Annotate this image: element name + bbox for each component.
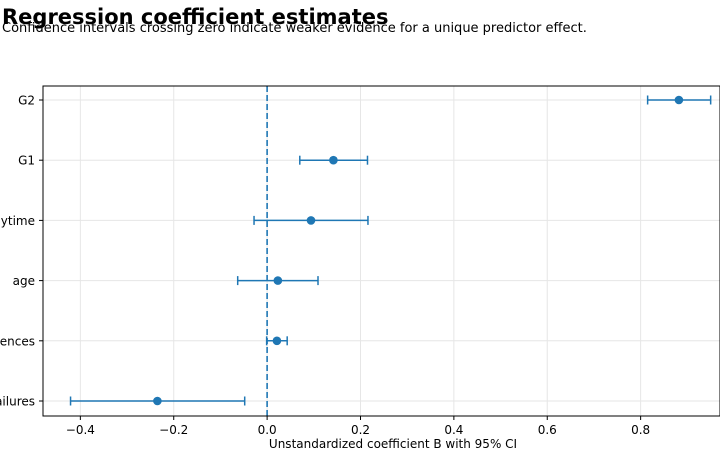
y-tick-label: age: [13, 274, 35, 288]
y-tick-label: G2: [18, 94, 35, 108]
coefficient-point: [306, 216, 316, 225]
x-tick-label: 0.8: [631, 423, 650, 437]
x-tick-label: 0.0: [258, 423, 277, 437]
x-tick-label: 0.4: [444, 423, 463, 437]
x-axis-label: Unstandardized coefficient B with 95% CI: [269, 437, 517, 451]
coefficient-point: [272, 336, 282, 346]
y-axis-ticks: G2 G1 studytime age absences failures: [0, 94, 43, 409]
coefficient-point: [153, 396, 162, 406]
chart-title: Regression coefficient estimates: [2, 5, 389, 29]
x-tick-label: 0.6: [538, 423, 557, 437]
coefficient-point: [674, 95, 684, 105]
coefficient-point: [329, 155, 338, 165]
y-tick-label: studytime: [0, 214, 35, 228]
grid: [43, 86, 720, 416]
y-tick-label: absences: [0, 334, 35, 348]
chart-subtitle: Confidence intervals crossing zero indic…: [2, 21, 587, 36]
y-tick-label: G1: [18, 154, 35, 168]
plot-frame: [42, 85, 720, 417]
x-tick-label: −0.2: [159, 423, 188, 437]
coefficient-point: [273, 276, 283, 285]
x-tick-label: −0.4: [66, 423, 95, 437]
coefficient-marks: [69, 95, 712, 406]
x-tick-label: 0.2: [351, 423, 370, 437]
y-tick-label: failures: [0, 395, 35, 409]
x-axis-ticks: −0.4 −0.2 0.0 0.2 0.4 0.6 0.8: [66, 416, 650, 437]
